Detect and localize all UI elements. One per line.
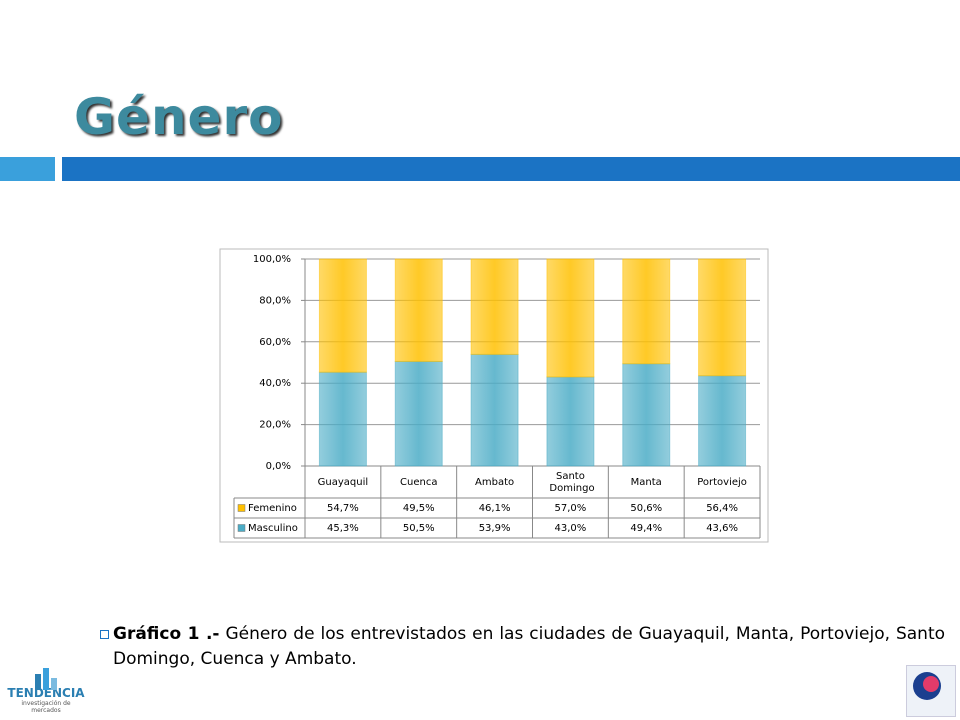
data-label: 45,3%: [327, 523, 359, 534]
bar: [546, 258, 595, 378]
caption-text: Género de los entrevistados en las ciuda…: [113, 624, 946, 669]
chart: 0,0% 20,0% 40,0% 60,0% 80,0% 100,0% Guayaquil C…: [219, 248, 769, 543]
data-label: 53,9%: [479, 523, 511, 534]
data-label: 56,4%: [706, 503, 738, 514]
y-tick-label: 0,0%: [266, 461, 291, 472]
legend-key: [237, 504, 246, 512]
bar: [698, 258, 747, 377]
legend-label: Masculino: [248, 523, 298, 534]
data-label: 50,5%: [403, 523, 435, 534]
bar: [318, 371, 367, 467]
legend-key: [237, 524, 246, 532]
partner-logo-icon: [913, 672, 941, 700]
data-label: 50,6%: [630, 503, 662, 514]
slide-title: Género: [74, 88, 284, 146]
bullet: [100, 630, 109, 639]
x-tick-label: Manta: [631, 477, 662, 488]
bar: [470, 353, 519, 467]
data-label: 43,6%: [706, 523, 738, 534]
data-label: 49,5%: [403, 503, 435, 514]
data-label: 46,1%: [479, 503, 511, 514]
logo-name: TENDENCIA: [7, 686, 85, 700]
data-label: 57,0%: [555, 503, 587, 514]
data-label: 43,0%: [555, 523, 587, 534]
x-tick-label: Guayaquil: [318, 477, 369, 488]
x-tick-label: Portoviejo: [697, 477, 747, 488]
x-tick-label: Ambato: [475, 477, 514, 488]
logo-tagline: investigación de mercados: [21, 700, 71, 714]
x-tick-label: Santo Domingo: [546, 471, 594, 494]
bar: [622, 258, 671, 365]
bar: [546, 376, 595, 467]
partner-logo: [906, 665, 956, 717]
y-tick-label: 100,0%: [253, 254, 291, 265]
bar: [470, 258, 519, 355]
header-band: [62, 157, 960, 181]
header-band: [0, 157, 55, 181]
y-tick-label: 80,0%: [259, 295, 291, 306]
caption: Gráfico 1 .- Género de los entrevistados…: [113, 622, 945, 672]
logo-icon: [35, 668, 57, 690]
legend-label: Femenino: [248, 503, 297, 514]
logo: TENDENCIA investigación de mercados: [6, 668, 86, 714]
x-tick-label: Cuenca: [400, 477, 437, 488]
caption-label: Gráfico 1 .-: [113, 624, 220, 644]
data-label: 49,4%: [630, 523, 662, 534]
bar: [622, 363, 671, 467]
y-tick-label: 40,0%: [259, 378, 291, 389]
y-tick-label: 60,0%: [259, 337, 291, 348]
bar: [394, 360, 443, 467]
bar: [394, 258, 443, 362]
y-tick-label: 20,0%: [259, 420, 291, 431]
data-label: 54,7%: [327, 503, 359, 514]
bar: [318, 258, 367, 373]
bar: [698, 375, 747, 467]
